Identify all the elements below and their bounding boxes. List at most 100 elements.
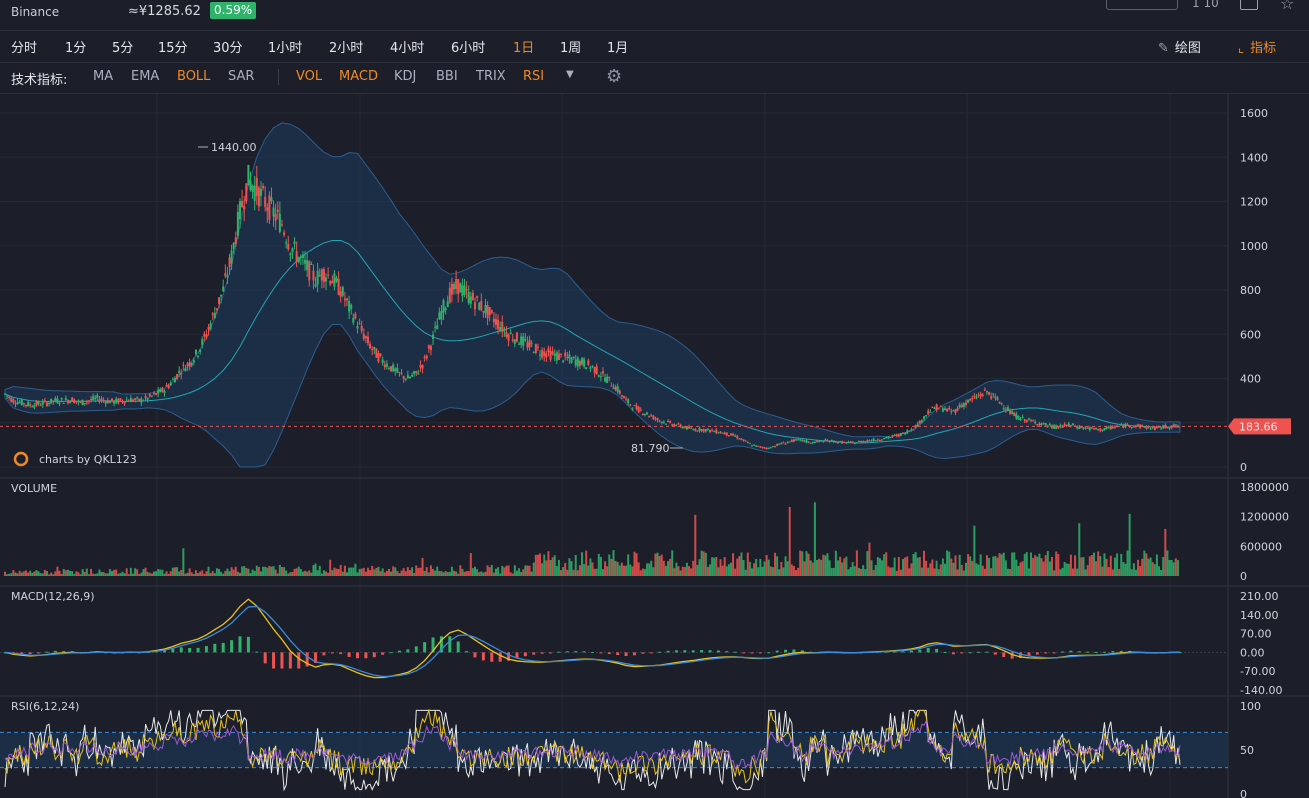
candle-body <box>1034 421 1037 424</box>
indicator-sub-trix[interactable]: TRIX <box>476 69 506 84</box>
volume-bar <box>1101 566 1104 576</box>
candle-body <box>918 420 921 424</box>
timeframe-9[interactable]: 1日 <box>513 41 535 56</box>
candle-body <box>906 430 909 434</box>
candle-body <box>904 432 907 435</box>
volume-bar <box>549 560 552 576</box>
star-icon[interactable]: ☆ <box>1280 0 1295 13</box>
candle-body <box>37 401 40 405</box>
candle-body <box>910 429 913 431</box>
volume-bar <box>1017 565 1020 576</box>
volume-bar <box>243 566 246 576</box>
indicator-main-ema[interactable]: EMA <box>131 69 160 84</box>
indicator-sub-macd[interactable]: MACD <box>339 69 378 84</box>
volume-bar <box>293 568 296 576</box>
volume-bar <box>352 567 355 576</box>
indicator-sub-bbi[interactable]: BBI <box>436 69 458 84</box>
indicator-main-ma[interactable]: MA <box>93 69 114 84</box>
volume-bar <box>851 562 854 576</box>
candle-body <box>551 351 554 355</box>
candle-body <box>748 443 751 445</box>
candle-body <box>1057 426 1060 428</box>
volume-bar <box>201 570 204 576</box>
timeframe-4[interactable]: 30分 <box>213 41 243 56</box>
volume-bar <box>941 558 944 576</box>
indicator-main-boll[interactable]: BOLL <box>177 69 211 84</box>
timeframe-5[interactable]: 1小时 <box>268 41 303 56</box>
candle-body <box>218 297 221 305</box>
candle-body <box>566 356 569 358</box>
candle-body <box>1055 425 1058 429</box>
indicator-button[interactable]: ⌞ 指标 <box>1238 37 1276 56</box>
chevron-down-icon[interactable]: ▼ <box>566 69 574 80</box>
timeframe-7[interactable]: 4小时 <box>390 41 425 56</box>
timeframe-1[interactable]: 1分 <box>65 41 87 56</box>
indicator-sub-kdj[interactable]: KDJ <box>394 69 417 84</box>
timeframe-8[interactable]: 6小时 <box>451 41 486 56</box>
indicator-sub-vol[interactable]: VOL <box>296 69 323 84</box>
candle-body <box>828 441 831 443</box>
volume-bar <box>285 570 288 576</box>
candle-body <box>62 402 65 404</box>
candle-body <box>557 353 560 360</box>
timeframe-6[interactable]: 2小时 <box>329 41 364 56</box>
candle-body <box>530 343 533 345</box>
volume-bar <box>868 542 871 576</box>
volume-bar <box>759 558 762 576</box>
candle-body <box>685 426 688 430</box>
timeframe-11[interactable]: 1月 <box>607 41 629 56</box>
settings-button[interactable] <box>1106 0 1178 10</box>
volume-bar <box>85 568 88 576</box>
volume-bar <box>761 566 764 576</box>
volume-bar <box>776 556 779 576</box>
volume-bar <box>226 568 229 576</box>
candle-body <box>522 336 525 346</box>
volume-bar <box>604 561 607 576</box>
candle-body <box>194 349 197 355</box>
candle-body <box>371 348 374 350</box>
candle-body <box>127 400 130 402</box>
timeframe-10[interactable]: 1周 <box>560 41 582 56</box>
candle-body <box>289 253 292 256</box>
candle-body <box>916 423 919 427</box>
timeframe-3[interactable]: 15分 <box>158 41 188 56</box>
candle-body <box>228 257 231 267</box>
candle-body <box>1155 426 1158 428</box>
indicator-sub-rsi[interactable]: RSI <box>523 69 545 84</box>
volume-bar <box>587 565 590 576</box>
candle-body <box>740 438 743 440</box>
window-icon[interactable] <box>1240 0 1258 10</box>
volume-bar <box>994 555 997 576</box>
volume-bar <box>197 573 200 576</box>
timeframe-0[interactable]: 分时 <box>11 41 38 56</box>
volume-bar <box>358 568 361 576</box>
candle-body <box>564 352 567 357</box>
draw-button[interactable]: ✎ 绘图 <box>1158 37 1201 56</box>
candle-body <box>816 440 819 442</box>
candle-body <box>432 334 435 339</box>
candle-body <box>75 401 78 403</box>
volume-bar <box>1139 565 1142 576</box>
candle-body <box>698 427 701 431</box>
candle-body <box>673 424 676 426</box>
candle-body <box>616 386 619 392</box>
candle-body <box>761 446 764 448</box>
volume-bar <box>721 565 724 576</box>
macd-histogram-bar <box>423 642 427 653</box>
candle-body <box>902 432 905 434</box>
volume-bar <box>1015 559 1018 576</box>
gear-icon[interactable]: ⚙ <box>606 66 623 87</box>
indicator-main-sar[interactable]: SAR <box>228 69 255 84</box>
candle-body <box>660 421 663 423</box>
volume-bar <box>6 574 9 576</box>
volume-bar <box>704 552 707 576</box>
timeframe-2[interactable]: 5分 <box>112 41 134 56</box>
volume-bar <box>423 571 426 576</box>
candle-body <box>635 405 638 410</box>
candle-body <box>780 443 783 445</box>
candle-body <box>688 426 691 429</box>
candle-body <box>134 398 137 401</box>
volume-bar <box>570 561 573 576</box>
volume-bar <box>268 565 271 576</box>
